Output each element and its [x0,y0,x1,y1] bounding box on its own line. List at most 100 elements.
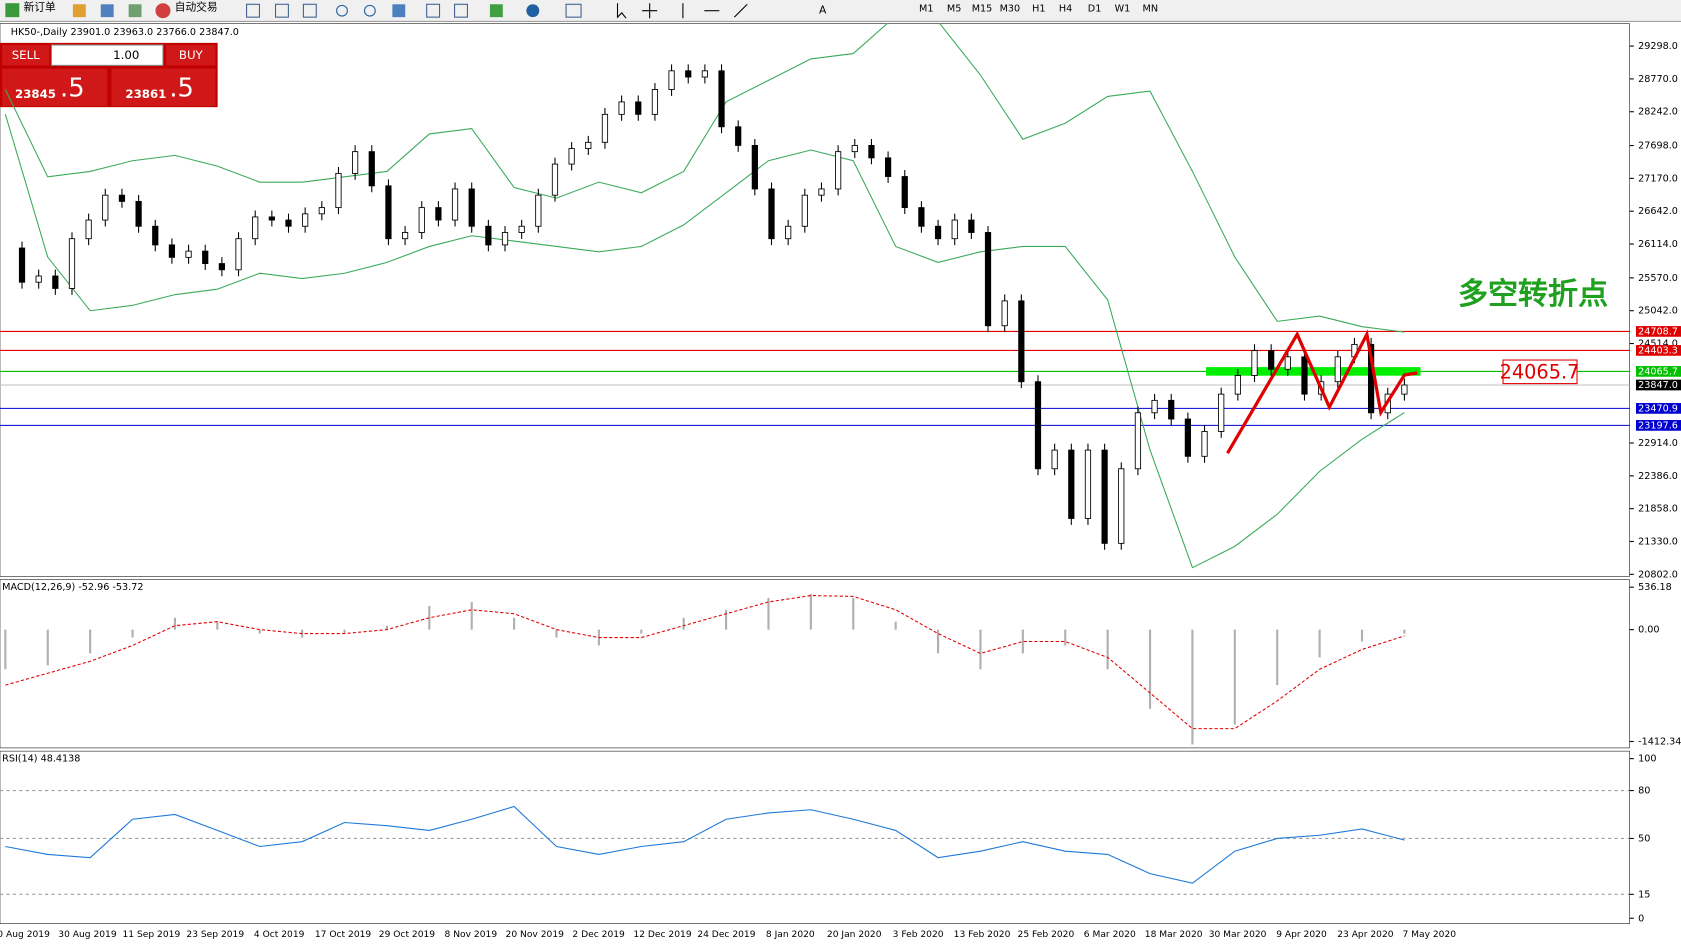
candle [268,216,275,221]
candle [218,263,225,271]
timeframe-button[interactable]: D1 [1088,4,1102,15]
auto-trading-button[interactable]: 自动交易 [175,1,218,14]
tool-icon[interactable] [454,3,468,18]
candle [735,126,742,146]
tool-icon[interactable] [72,4,86,18]
candle [851,145,858,153]
tool-icon[interactable] [426,3,441,18]
timeframe-button[interactable]: M5 [947,4,961,15]
candle [934,225,942,240]
level-label: 24065.7 [1638,366,1678,377]
x-tick-label: 20 Nov 2019 [506,930,565,940]
level-label: 23470.9 [1638,403,1678,414]
candle [918,207,925,227]
trendline-tool[interactable] [733,3,748,18]
macd-bar [852,597,855,630]
macd-bar [1148,629,1152,709]
tool-icon[interactable] [100,4,114,18]
macd-label: MACD(12,26,9) -52.96 -53.72 [2,582,143,593]
timeframe-button[interactable]: MN [1143,4,1159,15]
timeframe-button[interactable]: M1 [919,4,933,15]
y-tick-label: 100 [1638,754,1656,765]
candle [1251,350,1258,376]
candle [302,213,309,227]
bid-main[interactable]: 23845 [15,87,56,101]
macd-bar [1233,629,1236,725]
cursor-tool[interactable] [616,3,627,19]
tool-icon[interactable] [128,4,142,18]
timeframe-button[interactable]: H4 [1059,4,1072,15]
ask-main[interactable]: 23861 [125,87,166,101]
macd-bar [1191,629,1194,745]
sell-button[interactable] [2,45,50,66]
macd-bar [1276,629,1279,686]
indicators[interactable] [489,4,503,18]
y-tick-label: 25042.0 [1638,306,1678,317]
bands [4,23,1405,569]
chart-header: HK50-,Daily 23901.0 23963.0 23766.0 2384… [11,27,239,38]
candle [385,185,392,240]
ask-box[interactable] [111,68,216,107]
y-tick-label: 25570.0 [1638,273,1678,284]
new-order-button[interactable]: 新订单 [24,1,56,14]
y-tick-label: 80 [1638,786,1650,797]
timeframe-button[interactable]: M30 [1000,4,1021,15]
plot-layer: 29298.0 28770.0 28242.0 27698.0 27170.0 26642… [0,23,1681,940]
y-tick-label: 24514.0 [1638,339,1678,350]
rsi-panel [0,750,1630,924]
text-tool[interactable]: A [819,4,827,17]
y-tick-label: 15 [1638,889,1650,900]
periods[interactable] [526,4,540,18]
x-tick-label: 11 Sep 2019 [123,930,181,940]
candle [202,250,209,264]
ask-frac[interactable]: .5 [169,73,194,103]
timeframe-button[interactable]: W1 [1115,4,1131,15]
buy-button[interactable] [166,45,216,66]
timeframe-button[interactable]: M15 [972,4,993,15]
y-tick-label: 28770.0 [1638,74,1678,85]
candle [801,194,808,227]
candle [551,163,559,196]
tile[interactable] [392,4,406,18]
timeframe-button[interactable]: H1 [1032,4,1045,15]
x-tick-label: 20 Jan 2020 [827,930,882,940]
x-tick-label: 8 Jan 2020 [766,930,815,940]
y-tick-label: -1412.34 [1638,736,1681,747]
macd-bar [343,629,346,634]
y-tick-label: 536.18 [1638,582,1672,593]
zoom-in[interactable] [336,4,348,17]
candle [1018,300,1025,383]
new-order-icon[interactable] [5,3,20,18]
tool-icon[interactable] [302,3,317,18]
candle [785,225,792,240]
buy-label[interactable]: BUY [179,48,204,62]
x-tick-label: 23 Sep 2019 [186,930,244,940]
tool-icon[interactable] [274,3,289,18]
macd-bar [936,629,940,654]
sell-label[interactable]: SELL [12,48,40,62]
candle [718,70,725,128]
lots-input[interactable] [50,44,164,66]
candle [635,101,642,115]
lots-value[interactable]: 1.00 [113,48,139,62]
candle [1218,393,1225,432]
y-tick-label: 0.00 [1638,625,1659,636]
candle [1184,418,1191,457]
crosshair-tool[interactable] [642,3,658,19]
macd-bar [216,621,219,630]
bid-box[interactable] [2,68,108,107]
candle [835,151,842,190]
auto-trading-icon[interactable] [155,3,171,19]
tool-icon[interactable] [246,3,260,18]
zoom-out[interactable] [363,4,376,17]
candle [1151,399,1158,414]
rsi-label: RSI(14) 48.4138 [2,754,80,765]
macd-bar [1318,629,1321,658]
candle [285,219,292,227]
bid-frac[interactable]: .5 [60,73,85,103]
candle [868,145,875,159]
x-tick-label: 7 May 2020 [1402,930,1456,940]
y-tick-label: 50 [1638,833,1650,844]
x-tick-label: 0 Aug 2019 [0,930,50,940]
templates[interactable] [565,3,582,18]
